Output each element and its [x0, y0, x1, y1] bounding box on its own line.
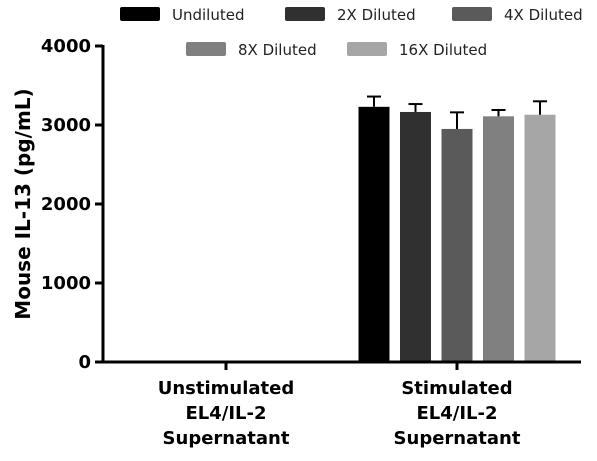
legend-label: 4X Diluted [504, 6, 583, 24]
legend-swatch [120, 7, 160, 21]
bar [483, 116, 514, 362]
legend-swatch [186, 42, 226, 56]
y-tick-label: 3000 [41, 115, 91, 136]
y-tick-label: 4000 [41, 36, 91, 57]
bar [358, 106, 390, 362]
y-axis: 0 1000 2000 3000 4000 [41, 36, 105, 373]
legend-label: 2X Diluted [337, 6, 416, 24]
x-category-label: EL4/IL-2 [416, 403, 497, 424]
y-axis-title: Mouse IL-13 (pg/mL) [11, 88, 35, 319]
x-category-label: Supernatant [163, 428, 290, 449]
x-category-label: Unstimulated [158, 378, 295, 399]
bar [400, 111, 431, 362]
bar [524, 114, 556, 362]
x-category-label: Stimulated [401, 378, 512, 399]
legend-label: 16X Diluted [399, 41, 487, 59]
y-tick-label: 2000 [41, 194, 91, 215]
x-category-label: Supernatant [394, 428, 521, 449]
legend-label: Undiluted [172, 6, 244, 24]
legend-swatch [285, 7, 325, 21]
bars [358, 95, 556, 362]
y-tick-label: 0 [78, 352, 91, 373]
legend: Undiluted 2X Diluted 4X Diluted 8X Diluted 1… [120, 6, 583, 59]
legend-label: 8X Diluted [238, 41, 317, 59]
x-category-label: EL4/IL-2 [185, 403, 266, 424]
legend-swatch [452, 7, 492, 21]
bar [441, 128, 473, 362]
x-axis: Unstimulated EL4/IL-2 Supernatant Stimulate… [102, 360, 581, 449]
legend-swatch [347, 42, 387, 56]
y-tick-label: 1000 [41, 273, 91, 294]
